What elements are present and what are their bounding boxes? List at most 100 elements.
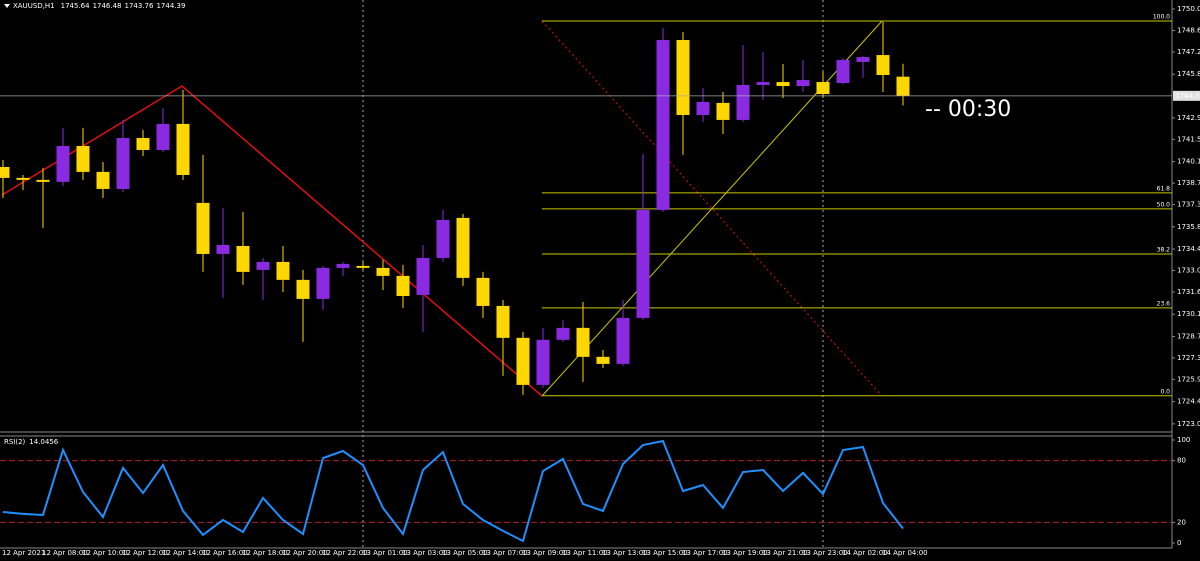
candle-body [576,327,590,357]
candle-body [696,101,710,116]
x-tick-label: 12 Apr 18:00 [242,549,288,557]
y-tick-label: 80 [1177,457,1186,465]
x-tick-label: 12 Apr 16:00 [202,549,248,557]
candle-body [676,40,690,116]
ohlc-value: 1743.76 [125,2,154,10]
menu-triangle [4,4,10,8]
candle-body [16,177,30,180]
fib-level-label: 0.0 [1160,388,1170,395]
candle-body [156,123,170,150]
x-tick-label: 13 Apr 01:00 [362,549,408,557]
y-tick-label: 1750.05 [1177,5,1200,13]
y-tick-label: 1733.00 [1177,267,1200,275]
x-tick-label: 13 Apr 21:00 [762,549,808,557]
candle-body [336,263,350,268]
candle-body [636,209,650,318]
chart-title: XAUUSD,H1 [13,2,55,10]
x-tick-label: 13 Apr 03:00 [402,549,448,557]
candle-body [256,261,270,270]
candle-body [516,337,530,385]
candle-body [556,327,570,340]
candle-body [136,138,150,150]
x-tick-label: 13 Apr 09:00 [522,549,568,557]
candle-body [876,55,890,75]
y-tick-label: 1730.15 [1177,310,1200,318]
candle-body [796,80,810,87]
candle-body [236,245,250,272]
current-price-label: 1744.39 [1175,92,1200,100]
x-tick-label: 13 Apr 17:00 [682,549,728,557]
y-tick-label: 1741.55 [1177,135,1200,143]
current-price-box [1173,90,1200,101]
fib-level-label: 23.6 [1157,300,1171,307]
x-tick-label: 12 Apr 2021 [2,549,45,557]
indicator-title: RSI(2) [4,438,26,446]
candle-body [896,76,910,96]
candle-body [96,171,110,189]
y-tick-label: 1748.65 [1177,27,1200,35]
y-tick-label: 1747.25 [1177,48,1200,56]
y-tick-label: 1723.00 [1177,420,1200,428]
candle-body [216,244,230,254]
candle-body [296,279,310,299]
bar-countdown: -- 00:30 [925,97,1011,122]
x-tick-label: 13 Apr 13:00 [602,549,648,557]
y-tick-label: 1725.90 [1177,375,1200,383]
candle-body [496,305,510,338]
candle-body [736,84,750,120]
y-tick-label: 1727.30 [1177,354,1200,362]
candle-body [756,82,770,85]
fib-level-label: 61.8 [1157,185,1171,192]
x-tick-label: 13 Apr 07:00 [482,549,528,557]
candle-body [616,317,630,364]
candle-body [116,138,130,189]
x-tick-label: 13 Apr 11:00 [562,549,608,557]
candle-body [436,219,450,258]
fib-level-label: 50.0 [1157,201,1171,208]
candle-body [816,82,830,95]
candle-body [376,267,390,276]
indicator-value: 14.0456 [29,438,58,446]
x-tick-label: 14 Apr 04:00 [882,549,928,557]
y-tick-label: 1745.80 [1177,70,1200,78]
y-tick-label: 1728.70 [1177,332,1200,340]
candle-body [0,167,10,178]
y-tick-label: 0 [1177,539,1181,547]
ohlc-value: 1744.39 [156,2,185,10]
x-tick-label: 12 Apr 14:00 [162,549,208,557]
y-tick-label: 1735.85 [1177,223,1200,231]
fib-level-label: 100.0 [1153,14,1170,21]
candle-body [476,277,490,306]
x-tick-label: 12 Apr 10:00 [82,549,128,557]
y-tick-label: 1738.70 [1177,179,1200,187]
x-tick-label: 13 Apr 19:00 [722,549,768,557]
candle-body [536,339,550,385]
candle-body [316,267,330,299]
ohlc-value: 1746.48 [93,2,122,10]
x-tick-label: 12 Apr 22:00 [322,549,368,557]
y-tick-label: 100 [1177,436,1190,444]
y-tick-label: 1724.45 [1177,398,1200,406]
candle-body [656,40,670,210]
x-tick-label: 13 Apr 23:00 [802,549,848,557]
x-tick-label: 13 Apr 05:00 [442,549,488,557]
candle-body [276,261,290,280]
y-tick-label: 1742.95 [1177,114,1200,122]
candle-body [36,179,50,182]
y-tick-label: 20 [1177,518,1186,526]
fib-level-label: 38.2 [1157,246,1171,253]
candle-body [196,202,210,254]
y-tick-label: 1734.40 [1177,245,1200,253]
x-tick-label: 13 Apr 15:00 [642,549,688,557]
candle-body [416,257,430,295]
candle-body [716,102,730,120]
candle-body [776,82,790,87]
candle-body [356,265,370,268]
x-tick-label: 12 Apr 12:00 [122,549,168,557]
ohlc-value: 1745.64 [61,2,90,10]
x-tick-label: 14 Apr 02:00 [842,549,888,557]
x-tick-label: 12 Apr 08:00 [42,549,88,557]
candle-body [396,275,410,296]
